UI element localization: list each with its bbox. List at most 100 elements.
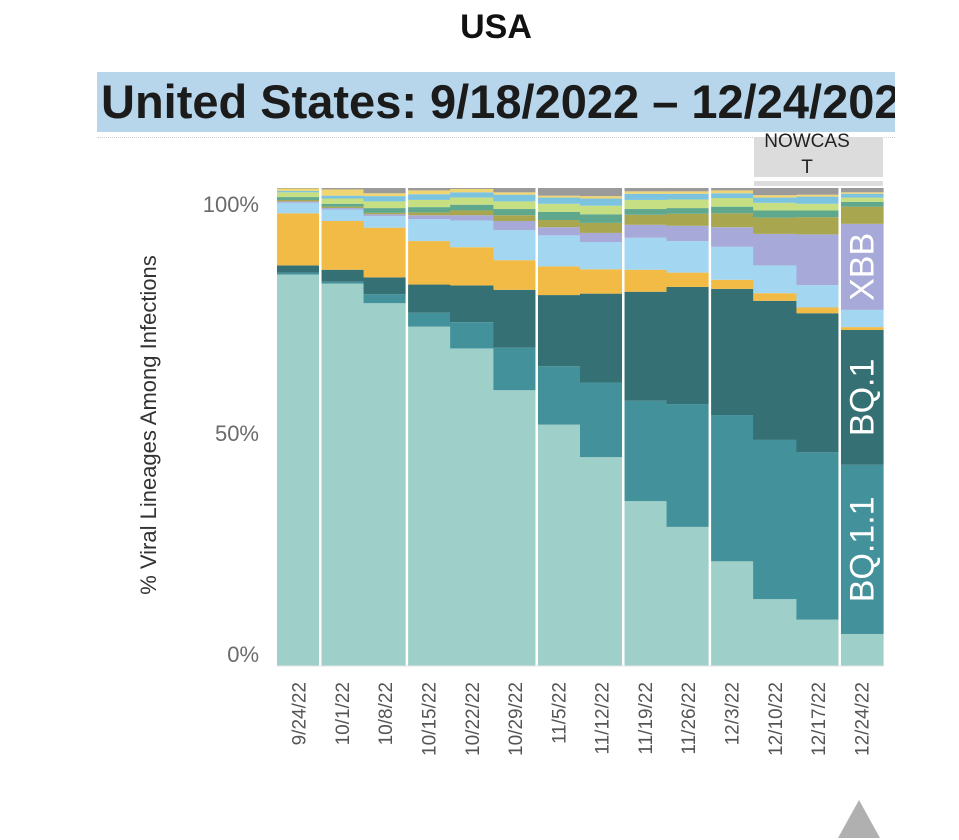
bar-segment-series-3 bbox=[623, 269, 668, 292]
bar-segment-series-8 bbox=[623, 199, 668, 210]
x-axis-ticks: 9/24/22 10/1/22 10/8/22 10/15/22 10/22/22 10/… bbox=[290, 682, 874, 756]
bar-segment-series-3 bbox=[709, 279, 754, 289]
week-column-10/22/22 bbox=[450, 188, 495, 666]
x-tick-label: 12/24/22 bbox=[852, 682, 873, 756]
bar-segment-series-7 bbox=[450, 204, 495, 211]
bar-segment-series-4 bbox=[709, 246, 754, 280]
bar-segment-bq-1-1 bbox=[536, 366, 581, 425]
bar-segment-bq-1 bbox=[536, 295, 581, 367]
bar-segment-xbb bbox=[666, 225, 711, 242]
bar-segment-xbb bbox=[277, 201, 321, 203]
bar-segment-series-8 bbox=[666, 199, 711, 209]
bar-segment-xbb bbox=[709, 227, 754, 247]
nowcast-marker-strip bbox=[754, 181, 883, 186]
bar-segment-series-0 bbox=[580, 457, 624, 666]
series-label-xbb: XBB bbox=[843, 233, 881, 301]
bar-segment-series-8 bbox=[450, 197, 495, 205]
bar-segment-series-6 bbox=[666, 213, 711, 226]
bar-segment-series-8 bbox=[277, 192, 321, 198]
bar-segment-series-6 bbox=[796, 217, 841, 235]
banner-divider bbox=[97, 137, 895, 138]
bar-segment-xbb bbox=[753, 233, 798, 266]
bar-segment-series-6 bbox=[839, 206, 884, 224]
bar-segment-series-6 bbox=[536, 220, 581, 228]
bar-segment-bq-1-1 bbox=[406, 312, 451, 327]
bar-segment-series-7 bbox=[709, 206, 754, 214]
nowcast-header: NOWCAS T bbox=[754, 131, 883, 178]
bar-segment-series-0 bbox=[796, 619, 841, 666]
nowcast-label-line1: NOWCAS bbox=[764, 131, 850, 152]
week-column-12/24/22 bbox=[839, 188, 884, 666]
bar-segment-series-4 bbox=[839, 309, 884, 328]
bar-segment-series-6 bbox=[580, 222, 624, 233]
week-column-11/19/22 bbox=[623, 188, 668, 666]
x-tick-label: 10/15/22 bbox=[420, 682, 441, 756]
bar-segment-bq-1-1 bbox=[709, 415, 754, 562]
bar-segment-bq-1 bbox=[277, 265, 321, 273]
x-tick-label: 10/22/22 bbox=[463, 682, 484, 756]
bar-segment-series-10 bbox=[796, 194, 841, 197]
bar-segment-xbb bbox=[320, 208, 365, 210]
bar-segment-series-7 bbox=[580, 214, 624, 223]
bar-segment-series-8 bbox=[580, 205, 624, 215]
bar-segment-series-0 bbox=[623, 501, 668, 666]
bar-segment-series-11 bbox=[320, 188, 365, 190]
bar-segment-series-8 bbox=[796, 203, 841, 211]
x-tick-label: 12/17/22 bbox=[809, 682, 830, 756]
bar-segment-bq-1 bbox=[623, 291, 668, 401]
bar-segment-series-11 bbox=[753, 188, 798, 196]
bar-segment-series-3 bbox=[406, 241, 451, 285]
bar-segment-series-10 bbox=[450, 188, 495, 193]
bar-segment-series-0 bbox=[709, 561, 754, 666]
bar-segment-series-3 bbox=[450, 247, 495, 286]
bar-segment-xbb bbox=[839, 223, 884, 310]
bar-segment-series-11 bbox=[666, 188, 711, 192]
week-column-12/17/22 bbox=[796, 188, 841, 666]
bar-segment-series-8 bbox=[406, 199, 451, 208]
y-tick-label: 0% bbox=[227, 642, 259, 667]
bar-segment-series-10 bbox=[623, 191, 668, 194]
bar-segment-series-7 bbox=[839, 201, 884, 207]
bar-segment-series-4 bbox=[580, 242, 624, 270]
bar-segment-series-10 bbox=[277, 188, 321, 191]
bar-segment-bq-1 bbox=[580, 293, 624, 383]
bar-segment-series-4 bbox=[363, 216, 408, 228]
bar-segment-bq-1-1 bbox=[450, 322, 495, 349]
bar-segment-series-10 bbox=[709, 190, 754, 194]
bar-segment-bq-1-1 bbox=[666, 404, 711, 527]
bar-segment-bq-1 bbox=[320, 269, 365, 282]
bar-segment-series-0 bbox=[277, 274, 321, 666]
bar-segment-series-6 bbox=[623, 214, 668, 225]
bar-segment-series-7 bbox=[753, 210, 798, 218]
bar-segment-series-7 bbox=[623, 209, 668, 215]
week-column-9/24/22 bbox=[277, 188, 321, 666]
bar-segment-series-9 bbox=[536, 197, 581, 204]
bar-segment-bq-1-1 bbox=[580, 382, 624, 458]
bar-segment-series-11 bbox=[406, 188, 451, 191]
bar-segment-series-11 bbox=[623, 188, 668, 192]
bar-segment-series-4 bbox=[536, 235, 581, 267]
bar-segment-series-11 bbox=[709, 188, 754, 191]
bar-segment-xbb bbox=[363, 214, 408, 217]
region-date-banner: United States: 9/18/2022 – 12/24/2022 bbox=[97, 72, 895, 132]
bar-segment-series-9 bbox=[753, 197, 798, 203]
bar-segment-series-0 bbox=[753, 599, 798, 666]
bar-segment-series-7 bbox=[666, 208, 711, 214]
bar-segment-bq-1 bbox=[796, 313, 841, 453]
bar-segment-series-6 bbox=[709, 213, 754, 228]
bar-segment-xbb bbox=[450, 215, 495, 221]
bar-segment-series-0 bbox=[450, 348, 495, 666]
bar-segment-series-9 bbox=[406, 194, 451, 200]
bar-segment-bq-1-1 bbox=[493, 347, 538, 391]
bar-segment-series-3 bbox=[320, 220, 365, 270]
bar-segment-xbb bbox=[623, 224, 668, 238]
x-tick-label: 11/5/22 bbox=[549, 682, 570, 744]
bar-segment-series-10 bbox=[753, 195, 798, 198]
bar-segment-series-10 bbox=[536, 195, 581, 198]
bar-segment-series-0 bbox=[839, 633, 884, 666]
bar-segment-series-0 bbox=[493, 390, 538, 666]
week-column-11/26/22 bbox=[666, 188, 711, 666]
bar-segment-bq-1 bbox=[666, 286, 711, 405]
bar-segment-bq-1 bbox=[450, 285, 495, 323]
bar-segment-bq-1 bbox=[839, 329, 884, 465]
